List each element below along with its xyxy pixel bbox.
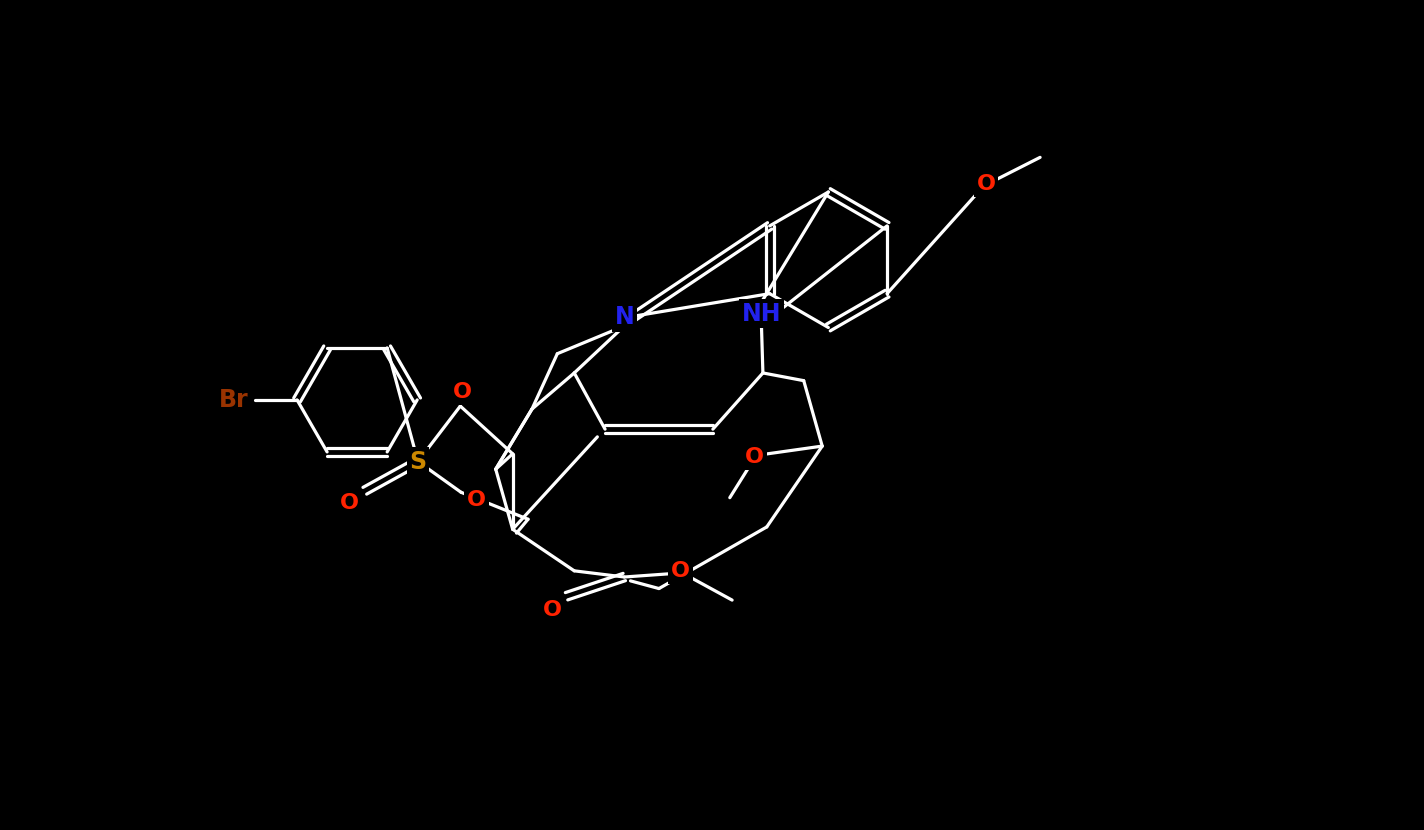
- Text: N: N: [614, 305, 634, 329]
- Text: O: O: [467, 490, 486, 510]
- Text: Br: Br: [219, 388, 249, 412]
- Text: O: O: [671, 561, 691, 581]
- Text: NH: NH: [742, 301, 782, 325]
- Text: O: O: [745, 447, 763, 467]
- Text: O: O: [977, 174, 995, 194]
- Text: O: O: [453, 382, 473, 403]
- Text: O: O: [543, 600, 562, 620]
- Text: O: O: [340, 493, 359, 513]
- Text: S: S: [409, 450, 427, 473]
